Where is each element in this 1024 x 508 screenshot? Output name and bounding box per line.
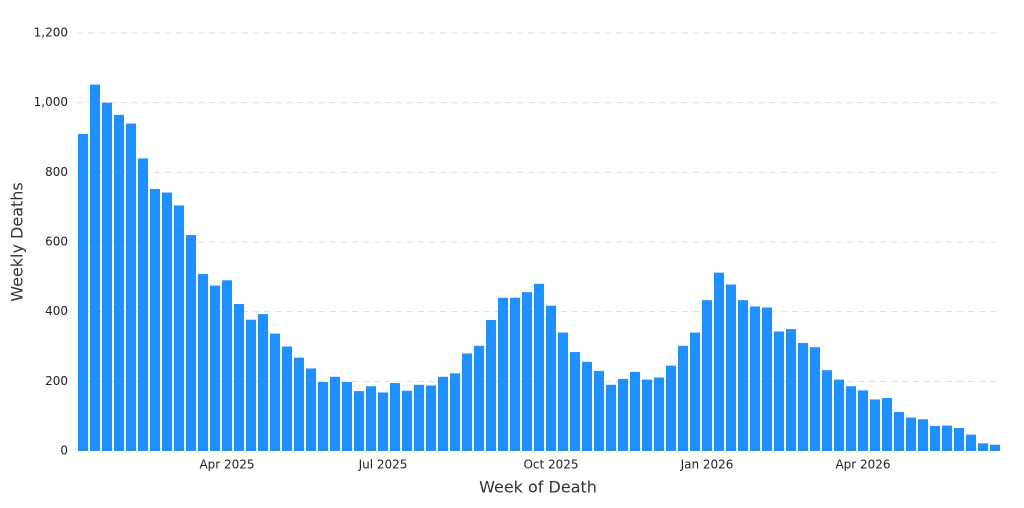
x-tick-label: Apr 2026 xyxy=(835,458,890,472)
bar xyxy=(941,425,953,451)
bar xyxy=(593,370,605,451)
y-tick-label: 0 xyxy=(60,444,68,458)
bar xyxy=(989,444,1001,451)
y-tick-label: 800 xyxy=(45,165,68,179)
bar xyxy=(329,376,341,451)
bar xyxy=(125,123,137,452)
x-tick-label: Apr 2025 xyxy=(199,458,254,472)
bar xyxy=(425,385,437,451)
bar xyxy=(845,386,857,451)
bar xyxy=(113,114,125,451)
x-tick-label: Jan 2026 xyxy=(680,458,734,472)
x-axis-title: Week of Death xyxy=(479,478,597,497)
bar xyxy=(161,192,173,451)
bar xyxy=(137,158,149,451)
bar xyxy=(605,384,617,451)
bar xyxy=(797,343,809,451)
bar xyxy=(965,434,977,451)
x-tick-label: Oct 2025 xyxy=(523,458,578,472)
bar xyxy=(701,300,713,451)
bar xyxy=(485,320,497,451)
bar xyxy=(197,274,209,451)
bar xyxy=(89,84,101,451)
bar xyxy=(209,285,221,451)
bar xyxy=(869,399,881,451)
bar xyxy=(785,329,797,451)
bar xyxy=(293,357,305,451)
bar xyxy=(689,332,701,451)
bar xyxy=(101,102,113,452)
bar xyxy=(437,376,449,451)
bar xyxy=(821,370,833,451)
bar xyxy=(341,382,353,451)
bar xyxy=(497,297,509,451)
bar xyxy=(881,398,893,451)
bar xyxy=(473,345,485,451)
bar xyxy=(533,283,545,451)
bar xyxy=(905,417,917,451)
bar xyxy=(665,365,677,451)
bar xyxy=(377,392,389,451)
bar xyxy=(893,411,905,451)
x-tick-label: Jul 2025 xyxy=(358,458,408,472)
bar xyxy=(977,443,989,451)
bar xyxy=(521,292,533,451)
bar xyxy=(401,390,413,451)
y-tick-label: 400 xyxy=(45,304,68,318)
bar xyxy=(917,419,929,451)
bar xyxy=(629,371,641,451)
bar xyxy=(269,333,281,451)
bar xyxy=(929,425,941,451)
bar xyxy=(569,352,581,451)
bar xyxy=(737,300,749,451)
bar xyxy=(509,297,521,451)
bar xyxy=(461,353,473,451)
bar xyxy=(449,373,461,451)
bar xyxy=(413,384,425,451)
bar xyxy=(185,235,197,451)
bar xyxy=(221,280,233,451)
bar xyxy=(305,368,317,451)
bar xyxy=(77,134,89,451)
bar xyxy=(257,314,269,451)
bar xyxy=(617,378,629,451)
bar xyxy=(953,428,965,451)
bar xyxy=(653,377,665,451)
bar xyxy=(353,391,365,451)
bar xyxy=(773,331,785,451)
y-tick-label: 1,200 xyxy=(34,26,68,40)
bar xyxy=(317,382,329,451)
y-tick-label: 1,000 xyxy=(34,95,68,109)
bar xyxy=(677,345,689,451)
bar xyxy=(281,346,293,451)
bar xyxy=(389,383,401,451)
bar xyxy=(557,332,569,451)
bar xyxy=(149,189,161,451)
bar xyxy=(641,379,653,451)
bar xyxy=(581,361,593,451)
bar xyxy=(725,284,737,451)
bar xyxy=(809,347,821,451)
bar xyxy=(713,272,725,451)
bar xyxy=(545,305,557,451)
bar xyxy=(749,306,761,451)
y-tick-label: 600 xyxy=(45,235,68,249)
y-axis-title: Weekly Deaths xyxy=(8,182,27,302)
bar xyxy=(365,386,377,451)
bar xyxy=(761,307,773,451)
bar xyxy=(245,319,257,451)
bar xyxy=(857,390,869,451)
bar xyxy=(233,304,245,451)
bar xyxy=(173,205,185,451)
y-tick-label: 200 xyxy=(45,374,68,388)
bar xyxy=(833,379,845,451)
